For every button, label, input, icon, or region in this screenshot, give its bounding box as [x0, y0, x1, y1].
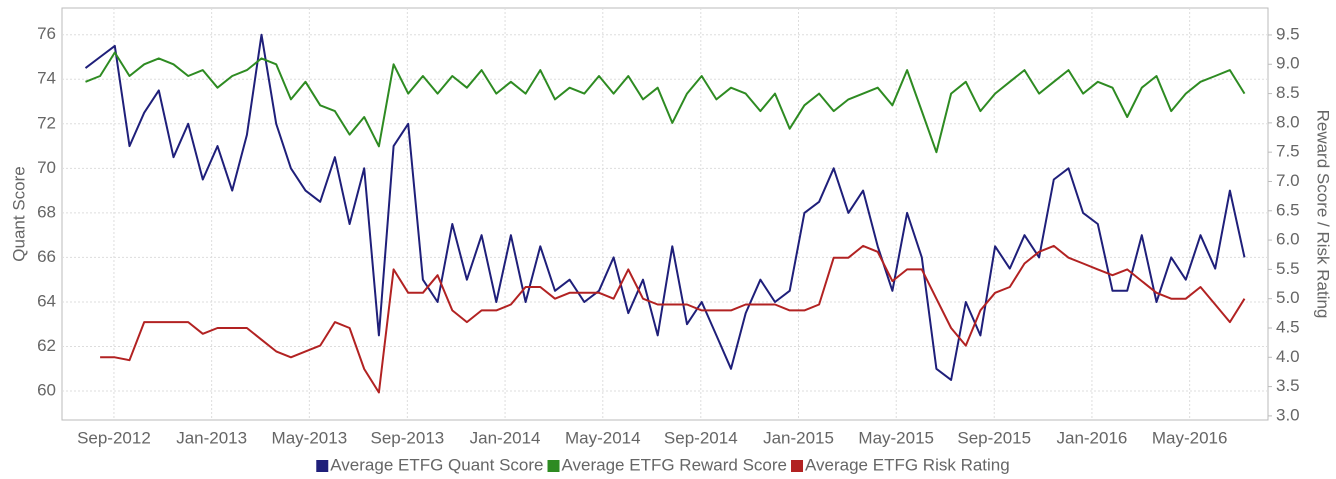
y2-tick-label: 4.0	[1276, 347, 1300, 366]
y2-tick-label: 3.0	[1276, 405, 1300, 424]
x-tick-label: May-2016	[1152, 428, 1228, 447]
x-tick-label: May-2014	[565, 428, 641, 447]
y2-tick-label: 5.5	[1276, 259, 1300, 278]
y2-tick-label: 7.5	[1276, 142, 1300, 161]
y2-tick-label: 9.5	[1276, 24, 1300, 43]
series-line	[85, 51, 1246, 154]
series-line	[84, 33, 1246, 381]
x-tick-label: Jan-2016	[1056, 428, 1127, 447]
legend-swatch	[547, 460, 560, 472]
x-tick-label: Jan-2013	[176, 428, 247, 447]
y-tick-label: 76	[37, 24, 56, 43]
y-tick-label: 74	[37, 69, 56, 88]
x-tick-label: Sep-2013	[371, 428, 445, 447]
y-tick-label: 64	[37, 291, 56, 310]
y2-tick-label: 4.5	[1276, 317, 1300, 336]
y2-tick-label: 7.0	[1276, 171, 1300, 190]
y2-tick-label: 8.5	[1276, 83, 1300, 102]
x-tick-label: Sep-2012	[77, 428, 151, 447]
legend-label: Average ETFG Quant Score	[330, 455, 543, 474]
x-tick-label: Sep-2015	[957, 428, 1031, 447]
y2-tick-label: 6.0	[1276, 230, 1300, 249]
y-tick-label: 68	[37, 202, 56, 221]
x-tick-label: May-2015	[858, 428, 934, 447]
x-tick-label: Sep-2014	[664, 428, 738, 447]
y2-tick-label: 5.0	[1276, 288, 1300, 307]
legend-swatch	[316, 460, 329, 472]
y-tick-label: 70	[37, 158, 56, 177]
y-tick-label: 66	[37, 247, 56, 266]
y2-axis-label: Reward Score / Risk Rating	[1314, 110, 1333, 319]
legend-swatch	[791, 460, 804, 472]
y2-tick-label: 8.0	[1276, 112, 1300, 131]
plot-frame	[61, 7, 1269, 421]
series-line	[100, 244, 1246, 394]
legend-label: Average ETFG Reward Score	[562, 455, 788, 474]
legend-label: Average ETFG Risk Rating	[805, 455, 1010, 474]
y2-tick-label: 3.5	[1276, 376, 1300, 395]
y-tick-label: 60	[37, 381, 56, 400]
x-tick-label: Jan-2015	[763, 428, 834, 447]
x-tick-label: Jan-2014	[470, 428, 541, 447]
x-tick-label: May-2013	[272, 428, 348, 447]
y-axis-label: Quant Score	[9, 166, 28, 261]
y2-tick-label: 9.0	[1276, 54, 1300, 73]
y-tick-label: 62	[37, 336, 56, 355]
y-tick-label: 72	[37, 113, 56, 132]
y2-tick-label: 6.5	[1276, 200, 1300, 219]
